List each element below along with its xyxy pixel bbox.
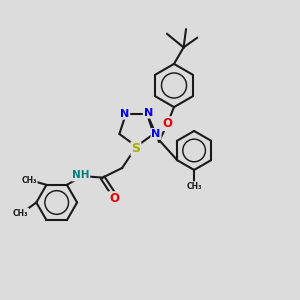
Text: N: N (144, 108, 153, 118)
Text: S: S (131, 142, 140, 155)
Text: NH: NH (72, 170, 89, 181)
Text: N: N (120, 109, 129, 119)
Text: CH₃: CH₃ (13, 208, 28, 217)
Text: N: N (152, 129, 160, 139)
Text: CH₃: CH₃ (21, 176, 37, 185)
Text: CH₃: CH₃ (186, 182, 202, 191)
Text: O: O (109, 192, 119, 205)
Text: O: O (162, 117, 172, 130)
